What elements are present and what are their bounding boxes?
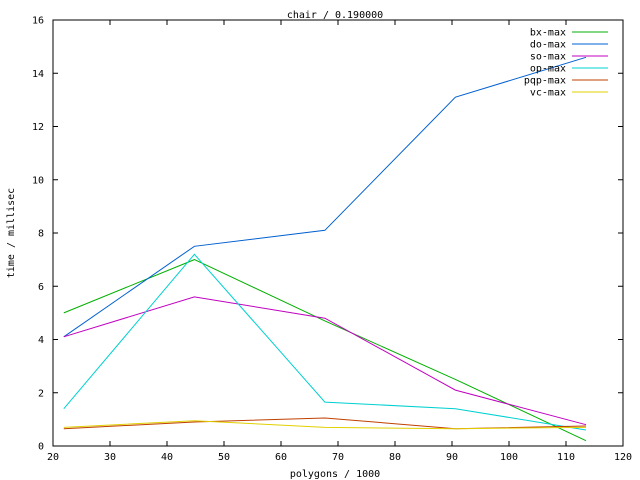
x-tick-label: 80	[389, 452, 401, 463]
legend-label: pqp-max	[524, 76, 566, 87]
y-tick-label: 10	[32, 175, 44, 186]
x-tick-label: 90	[446, 452, 458, 463]
y-tick-label: 0	[38, 442, 44, 453]
axis-ticks: 20 30 40 50 60 70 80 90 100 110 120 0 2 4 6 8 10 12 14 16	[32, 16, 632, 464]
y-tick-label: 14	[32, 69, 44, 80]
x-tick-label: 20	[47, 452, 59, 463]
series-line-op-max	[63, 253, 587, 431]
x-tick-label: 70	[332, 452, 344, 463]
series-line-so-max	[63, 296, 587, 426]
x-tick-label: 60	[275, 452, 287, 463]
y-tick-label: 6	[38, 282, 44, 293]
x-axis-label: polygons / 1000	[290, 469, 380, 480]
series-line-do-max	[63, 56, 587, 338]
series-line-vc-max	[63, 420, 587, 430]
series-line-bx-max	[63, 259, 587, 442]
y-tick-label: 12	[32, 122, 44, 133]
y-tick-label: 8	[38, 229, 44, 240]
x-tick-label: 100	[500, 452, 518, 463]
series-lines	[63, 56, 587, 442]
legend-label: so-max	[530, 52, 566, 63]
legend-label: op-max	[530, 64, 566, 75]
legend-label: vc-max	[530, 88, 566, 99]
x-tick-label: 40	[161, 452, 173, 463]
y-tick-label: 16	[32, 16, 44, 27]
legend-label: bx-max	[530, 28, 566, 39]
x-tick-label: 50	[218, 452, 230, 463]
x-tick-label: 30	[104, 452, 116, 463]
y-tick-label: 2	[38, 388, 44, 399]
y-tick-label: 4	[38, 335, 44, 346]
y-axis-label: time / millisec	[6, 188, 17, 278]
x-tick-label: 120	[614, 452, 632, 463]
x-tick-label: 110	[557, 452, 575, 463]
chart-title: chair / 0.190000	[287, 10, 383, 21]
legend-label: do-max	[530, 40, 566, 51]
